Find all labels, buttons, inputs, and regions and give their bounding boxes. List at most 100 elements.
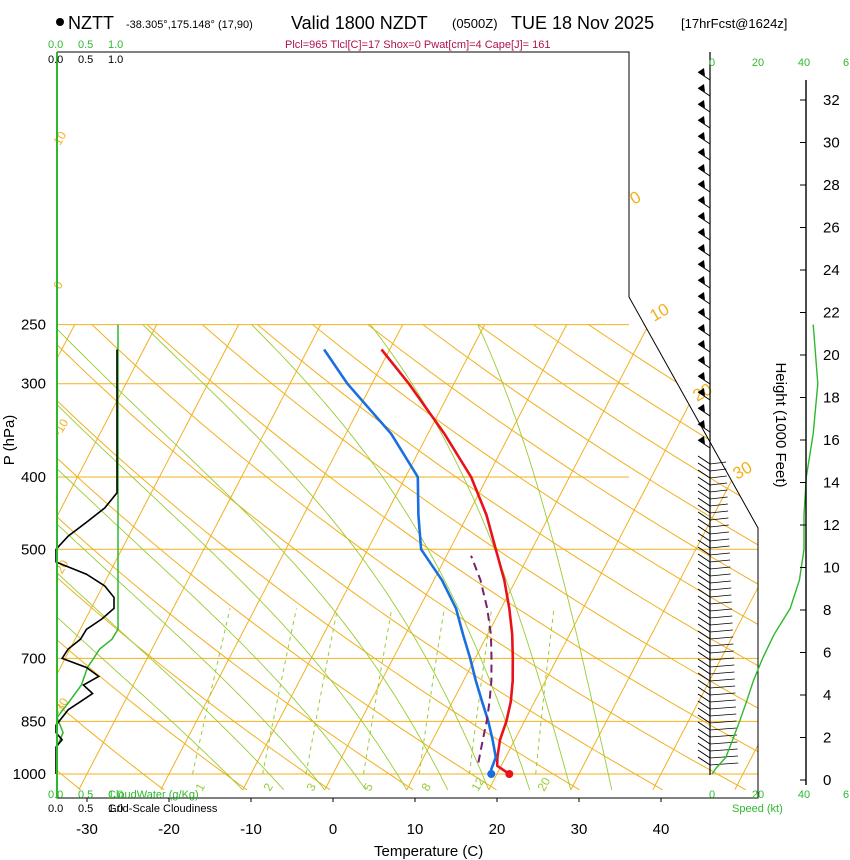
- wind-barb: [697, 71, 711, 81]
- wind-barb: [697, 462, 711, 472]
- wind-barb-pennant: [698, 404, 705, 412]
- wind-barb-flag: [709, 496, 728, 500]
- valid-date: TUE 18 Nov 2025: [511, 13, 654, 33]
- isotherm-label: 30: [730, 458, 756, 484]
- wind-barb: [697, 546, 711, 556]
- wind-barb-flag: [709, 727, 737, 731]
- x-tick-label: 20: [489, 821, 506, 838]
- mixing-ratio-label: 8: [418, 780, 434, 793]
- wind-barb-flag: [709, 524, 729, 528]
- height-tick-label: 12: [823, 517, 840, 534]
- wind-barb-flag: [709, 566, 731, 570]
- wind-barb-flag: [709, 559, 731, 563]
- speed-scale-bottom: 40: [798, 789, 810, 801]
- wind-barb-pennant: [698, 324, 705, 332]
- wind-barb: [697, 595, 711, 605]
- wind-barb: [697, 756, 711, 766]
- x-tick-label: -30: [76, 821, 98, 838]
- isotherm-line: [57, 324, 240, 791]
- wind-barb: [697, 439, 711, 449]
- wind-barb: [697, 311, 711, 321]
- surface-temperature-point: [505, 770, 514, 778]
- isotherm-line: [57, 324, 158, 791]
- wind-barb-pennant: [698, 372, 705, 380]
- cloud-scale-bottom: 0.0: [48, 803, 63, 815]
- wind-barb-flag: [709, 594, 732, 598]
- mixing-ratio-line: [262, 608, 297, 775]
- wind-barb: [697, 279, 711, 289]
- dry-adiabat-line: [57, 324, 331, 791]
- pressure-tick-label: 250: [21, 317, 46, 334]
- height-tick-label: 32: [823, 92, 840, 109]
- speed-scale-top: 40: [798, 57, 810, 69]
- wind-barb: [697, 588, 711, 598]
- isotherm-label: 0: [50, 278, 66, 291]
- isotherm-label: -20: [50, 557, 71, 579]
- cloud-panel: 0.0 0.0 0.5 0.5 1.0 1.0 0.0 0.0 0.5 0.5 1.0 1.0: [48, 39, 123, 815]
- wind-barb-flag: [709, 552, 730, 556]
- wind-barb-flag: [709, 503, 728, 507]
- wind-barb-pennant: [698, 100, 705, 108]
- wind-barb: [697, 637, 711, 647]
- wind-barb-flag: [709, 685, 736, 689]
- height-tick-label: 14: [823, 475, 840, 492]
- wind-barb: [697, 609, 711, 619]
- x-tick-label: 40: [653, 821, 670, 838]
- valid-time: Valid 1800 NZDT: [291, 13, 428, 33]
- wind-barb: [697, 686, 711, 696]
- wind-barb-flag: [709, 468, 727, 472]
- wind-barb: [697, 728, 711, 738]
- wind-barb-flag: [709, 650, 734, 654]
- isotherm-label: 10: [647, 300, 673, 326]
- wind-barb-flag: [709, 671, 735, 675]
- cloudwater-scale-top: 1.0: [108, 39, 123, 51]
- dry-adiabat-line: [57, 324, 497, 791]
- wind-barb-pennant: [698, 356, 705, 364]
- wind-barb-flag: [709, 601, 732, 605]
- parcel-profile: [470, 555, 493, 763]
- sounding-parameters: Plcl=965 Tlcl[C]=17 Shox=0 Pwat[cm]=4 Ca…: [285, 39, 550, 51]
- wind-barb-pennant: [698, 420, 705, 428]
- wind-barb-flag: [709, 489, 728, 493]
- cloud-scale-bottom: 0.5: [78, 803, 93, 815]
- wind-barb-flag: [709, 622, 733, 626]
- wind-barb: [697, 167, 711, 177]
- moist-adiabat-line: [57, 324, 285, 791]
- wind-barb-pennant: [698, 276, 705, 284]
- wind-barb: [697, 700, 711, 710]
- height-tick-label: 8: [823, 602, 831, 619]
- wind-barb-flag: [709, 615, 733, 619]
- dry-adiabat-line: [588, 324, 758, 791]
- wind-barb: [697, 476, 711, 486]
- wind-barb: [697, 295, 711, 305]
- isotherm-line: [406, 324, 650, 791]
- height-tick-label: 18: [823, 390, 840, 407]
- sounding-profiles: [323, 348, 515, 778]
- wind-barb-pennant: [698, 68, 705, 76]
- wind-barb-flag: [709, 706, 736, 710]
- mixing-ratio-label: 3: [303, 780, 319, 793]
- cloudwater-scale-bottom: 1.0: [108, 789, 123, 801]
- moist-adiabat-line: [57, 324, 326, 791]
- wind-barb-flag: [709, 657, 735, 661]
- wind-barb-flag: [709, 664, 735, 668]
- dry-adiabat-line: [477, 324, 758, 791]
- mixing-ratio-line: [305, 608, 339, 775]
- wind-barb: [697, 532, 711, 542]
- moist-adiabat-line: [477, 324, 613, 790]
- moist-adiabat-line: [57, 324, 367, 791]
- moist-adiabat-line: [142, 324, 490, 790]
- wind-barb-flag: [709, 692, 736, 696]
- isotherm-label: 10: [50, 129, 69, 148]
- dewpoint-profile: [323, 348, 498, 774]
- wind-barb-flag: [709, 720, 737, 724]
- cloud-scale-top: 1.0: [108, 54, 123, 66]
- wind-barb: [697, 721, 711, 731]
- wind-barb: [697, 651, 711, 661]
- cloud-scale-top: 0.5: [78, 54, 93, 66]
- pressure-tick-label: 500: [21, 541, 46, 558]
- wind-barb-flag: [709, 713, 737, 717]
- dry-adiabat-line: [57, 324, 580, 791]
